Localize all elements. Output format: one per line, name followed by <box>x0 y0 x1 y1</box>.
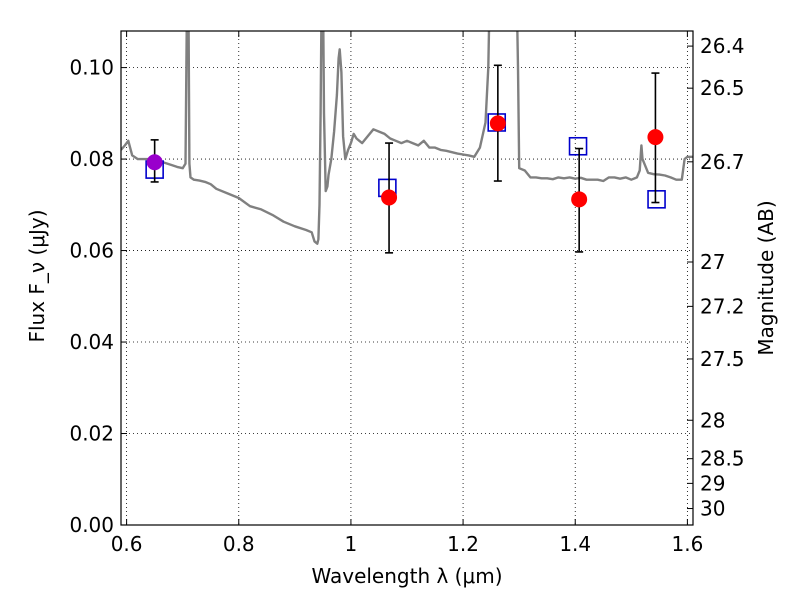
right-tick-label: 27 <box>700 250 725 274</box>
observed-flux-point <box>647 129 664 146</box>
x-tick-label: 0.6 <box>111 532 143 556</box>
plot-series <box>121 31 693 254</box>
y-tick-label: 0.08 <box>69 147 114 171</box>
y-tick-label: 0.06 <box>69 239 114 263</box>
y-tick-label: 0.10 <box>69 56 114 80</box>
plot-frame <box>120 30 694 526</box>
right-tick-label: 27.5 <box>700 347 745 371</box>
model-square-point <box>568 136 588 156</box>
right-tick-label: 30 <box>700 497 725 521</box>
x-tick-label: 1.6 <box>671 532 703 556</box>
y-axis-left: 0.00 0.02 0.04 0.06 0.08 0.10 <box>69 56 127 537</box>
spectrum-line <box>121 31 693 245</box>
model-square-point <box>647 190 666 209</box>
x-tick-label: 1.4 <box>559 532 591 556</box>
right-tick-label: 28.5 <box>700 447 745 471</box>
y-axis-label: Flux F_ν (μJy) <box>25 209 49 342</box>
right-tick-label: 27.2 <box>700 294 745 318</box>
x-tick-label: 1.2 <box>447 532 479 556</box>
y-tick-label: 0.00 <box>69 513 114 537</box>
right-axis-label: Magnitude (AB) <box>754 200 778 355</box>
right-tick-label: 26.7 <box>700 150 745 174</box>
observed-flux-point <box>146 154 163 171</box>
observed-flux-point <box>571 191 588 208</box>
y-tick-label: 0.02 <box>69 422 114 446</box>
x-axis-label: Wavelength λ (μm) <box>311 564 502 588</box>
observed-flux-point <box>381 189 398 206</box>
x-axis: 0.6 0.8 1 1.2 1.4 1.6 <box>111 31 703 556</box>
right-tick-label: 28 <box>700 408 725 432</box>
right-tick-label: 26.5 <box>700 76 745 100</box>
right-tick-label: 26.4 <box>700 34 745 58</box>
x-tick-label: 0.8 <box>223 532 255 556</box>
right-tick-label: 29 <box>700 471 725 495</box>
x-tick-label: 1 <box>345 532 358 556</box>
observed-flux-point <box>489 115 506 132</box>
grid-lines <box>121 31 693 526</box>
y-tick-label: 0.04 <box>69 330 114 354</box>
